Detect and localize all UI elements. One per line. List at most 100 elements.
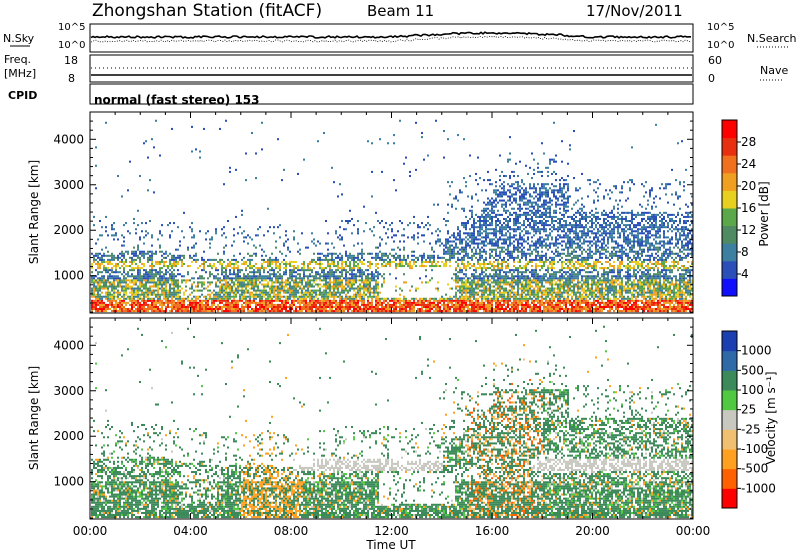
scatter-cell <box>525 277 527 280</box>
scatter-cell <box>135 291 137 294</box>
scatter-cell <box>193 303 195 306</box>
scatter-cell <box>209 289 211 292</box>
scatter-cell <box>325 310 327 313</box>
scatter-cell <box>427 228 429 231</box>
scatter-cell <box>525 307 527 311</box>
scatter-cell <box>505 297 507 300</box>
scatter-cell <box>257 310 259 313</box>
scatter-cell <box>367 279 369 282</box>
scatter-cell <box>251 238 253 241</box>
scatter-cell <box>321 293 323 296</box>
scatter-cell <box>213 258 215 261</box>
scatter-cell <box>341 283 343 286</box>
scatter-cell <box>455 260 457 263</box>
scatter-cell <box>287 310 289 313</box>
scatter-cell <box>269 265 271 268</box>
scatter-cell <box>353 254 355 257</box>
scatter-cell <box>267 301 269 304</box>
scatter-cell <box>149 277 151 280</box>
scatter-cell <box>375 262 377 266</box>
scatter-cell <box>473 228 475 231</box>
scatter-cell <box>345 297 347 300</box>
scatter-cell <box>491 203 493 206</box>
scatter-cell <box>431 307 433 311</box>
scatter-cell <box>205 305 207 308</box>
scatter-cell <box>309 310 311 313</box>
scatter-cell <box>457 281 459 284</box>
scatter-cell <box>103 303 105 306</box>
scatter-cell <box>277 289 279 292</box>
scatter-cell <box>427 310 429 313</box>
scatter-cell <box>323 310 325 313</box>
scatter-cell <box>487 281 489 284</box>
scatter-cell <box>411 258 413 261</box>
scatter-cell <box>105 230 107 233</box>
scatter-cell <box>229 285 231 288</box>
scatter-cell <box>507 275 509 278</box>
scatter-cell <box>415 301 417 304</box>
scatter-cell <box>421 222 423 225</box>
scatter-cell <box>315 307 317 311</box>
scatter-cell <box>479 232 481 235</box>
scatter-cell <box>501 250 503 253</box>
scatter-cell <box>513 297 515 300</box>
scatter-cell <box>419 265 421 268</box>
scatter-cell <box>229 303 231 306</box>
scatter-cell <box>359 310 361 313</box>
scatter-cell <box>311 279 313 282</box>
scatter-cell <box>393 142 395 145</box>
scatter-cell <box>113 265 115 268</box>
scatter-cell <box>509 242 511 245</box>
scatter-cell <box>359 275 361 278</box>
scatter-cell <box>381 285 383 288</box>
scatter-cell <box>101 271 103 274</box>
scatter-cell <box>337 195 339 198</box>
scatter-cell <box>143 305 145 308</box>
scatter-cell <box>189 254 191 257</box>
scatter-cell <box>153 279 155 282</box>
scatter-cell <box>397 301 399 304</box>
scatter-cell <box>183 256 185 259</box>
scatter-cell <box>247 291 249 294</box>
scatter-cell <box>279 307 281 311</box>
scatter-cell <box>137 244 139 247</box>
scatter-cell <box>345 279 347 282</box>
scatter-cell <box>433 260 435 263</box>
scatter-cell <box>323 275 325 278</box>
scatter-cell <box>99 301 101 304</box>
scatter-cell <box>139 303 141 306</box>
scatter-cell <box>351 277 353 280</box>
scatter-cell <box>473 234 475 237</box>
scatter-cell <box>497 279 499 282</box>
scatter-cell <box>205 260 207 263</box>
scatter-cell <box>211 236 213 239</box>
scatter-cell <box>145 230 147 233</box>
scatter-cell <box>175 305 177 308</box>
scatter-cell <box>381 283 383 286</box>
scatter-cell <box>517 283 519 286</box>
scatter-cell <box>465 273 467 276</box>
scatter-cell <box>177 281 179 284</box>
scatter-cell <box>231 295 233 298</box>
scatter-cell <box>481 279 483 282</box>
scatter-cell <box>123 262 125 266</box>
scatter-cell <box>473 224 475 227</box>
scatter-cell <box>135 283 137 286</box>
scatter-cell <box>485 275 487 278</box>
scatter-cell <box>267 262 269 266</box>
scatter-cell <box>503 271 505 274</box>
scatter-cell <box>503 295 505 298</box>
scatter-cell <box>173 289 175 292</box>
scatter-cell <box>269 295 271 298</box>
scatter-cell <box>167 267 169 270</box>
scatter-cell <box>459 238 461 241</box>
scatter-cell <box>129 287 131 290</box>
scatter-cell <box>499 228 501 231</box>
scatter-cell <box>117 289 119 292</box>
scatter-cell <box>513 307 515 311</box>
scatter-cell <box>325 287 327 290</box>
scatter-cell <box>255 271 257 274</box>
scatter-cell <box>421 132 423 135</box>
scatter-cell <box>431 269 433 272</box>
scatter-cell <box>283 307 285 311</box>
